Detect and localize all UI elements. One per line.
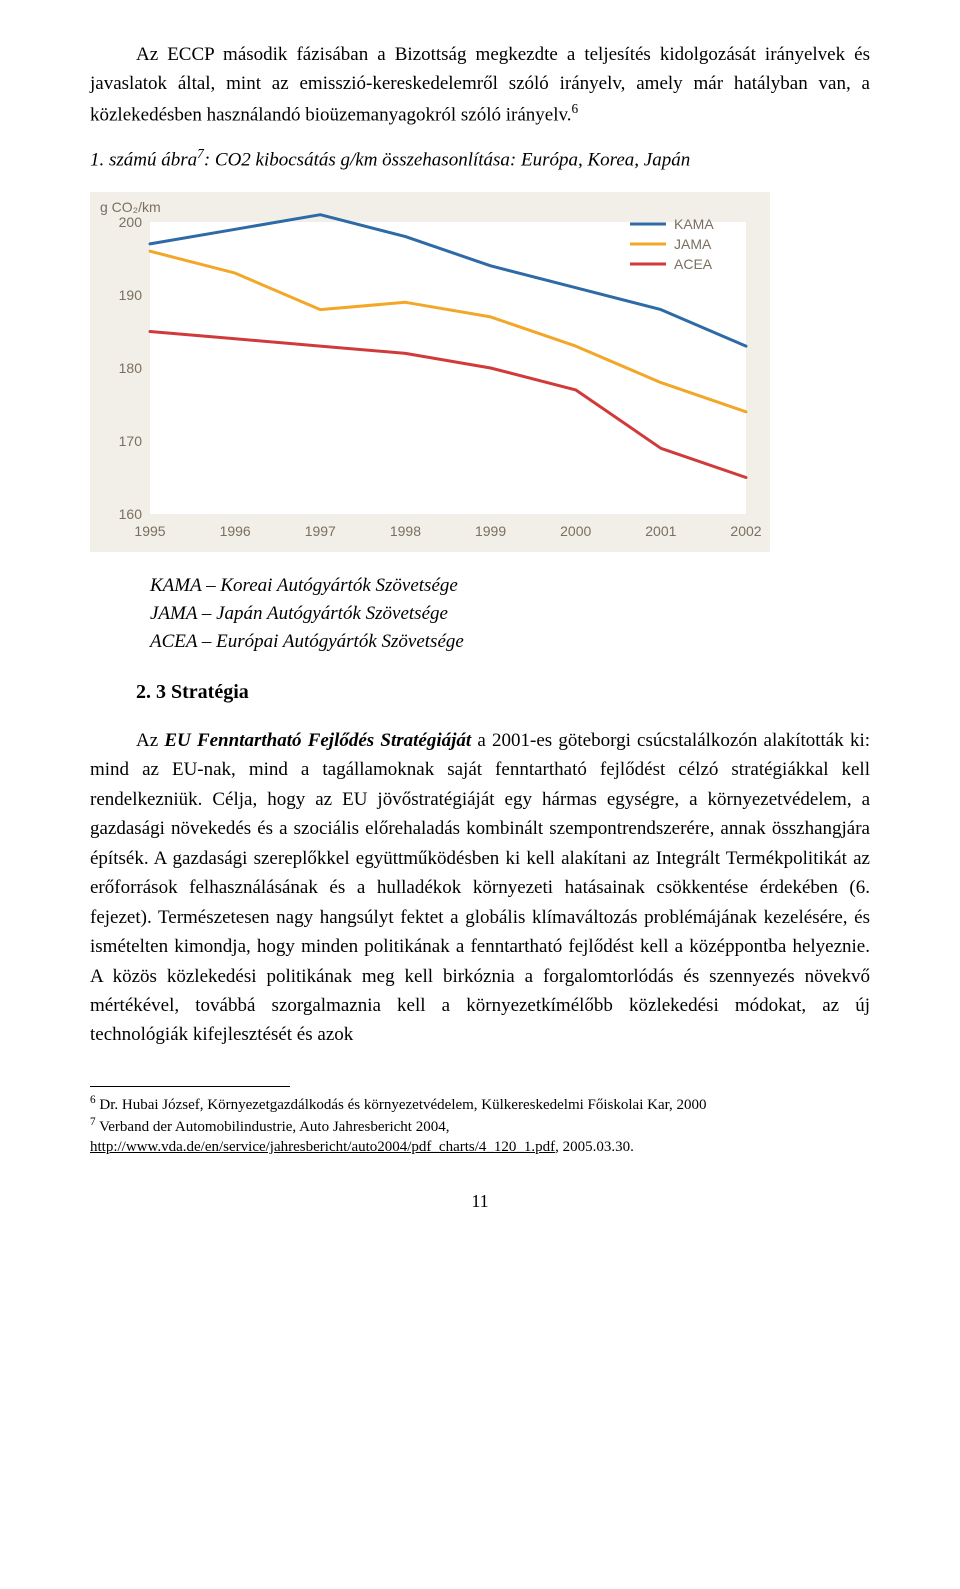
intro-paragraph: Az ECCP második fázisában a Bizottság me… — [90, 40, 870, 130]
footnote-separator — [90, 1086, 290, 1087]
footnote-7: 7 Verband der Automobilindustrie, Auto J… — [90, 1115, 870, 1158]
svg-text:190: 190 — [119, 287, 143, 303]
footnote-7-link[interactable]: http://www.vda.de/en/service/jahresberic… — [90, 1139, 555, 1155]
chart-svg: g CO₂/km 160 170 180 190 200 1995 1996 1997 1998 1… — [90, 192, 770, 552]
legend-line-kama: KAMA – Koreai Autógyártók Szövetsége — [150, 572, 870, 600]
footnote-7-suffix: , 2005.03.30. — [555, 1139, 634, 1155]
section-heading: 2. 3 Stratégia — [136, 677, 870, 708]
figure-caption: 1. számú ábra7: CO2 kibocsátás g/km össz… — [90, 144, 870, 175]
svg-text:g CO₂/km: g CO₂/km — [100, 199, 161, 215]
svg-text:1995: 1995 — [134, 523, 165, 539]
svg-text:1998: 1998 — [390, 523, 421, 539]
co2-line-chart: g CO₂/km 160 170 180 190 200 1995 1996 1997 1998 1… — [90, 192, 770, 552]
svg-text:1996: 1996 — [220, 523, 251, 539]
footnote-7-prefix: Verband der Automobilindustrie, Auto Jah… — [99, 1119, 449, 1135]
svg-text:200: 200 — [119, 214, 143, 230]
svg-text:JAMA: JAMA — [674, 236, 712, 252]
svg-text:1999: 1999 — [475, 523, 506, 539]
svg-text:180: 180 — [119, 360, 143, 376]
footnote-6: 6 Dr. Hubai József, Környezetgazdálkodás… — [90, 1093, 870, 1115]
svg-text:KAMA: KAMA — [674, 216, 714, 232]
svg-text:ACEA: ACEA — [674, 256, 713, 272]
strategy-paragraph: Az EU Fenntartható Fejlődés Stratégiáját… — [90, 726, 870, 1050]
svg-text:160: 160 — [119, 506, 143, 522]
chart-legend-text: KAMA – Koreai Autógyártók Szövetsége JAM… — [150, 572, 870, 655]
legend-line-acea: ACEA – Európai Autógyártók Szövetsége — [150, 628, 870, 656]
svg-text:170: 170 — [119, 433, 143, 449]
svg-text:1997: 1997 — [305, 523, 336, 539]
footnote-6-text: Dr. Hubai József, Környezetgazdálkodás é… — [99, 1097, 706, 1113]
footnotes-block: 6 Dr. Hubai József, Környezetgazdálkodás… — [90, 1093, 870, 1158]
page-number: 11 — [90, 1188, 870, 1216]
legend-line-jama: JAMA – Japán Autógyártók Szövetsége — [150, 600, 870, 628]
svg-text:2000: 2000 — [560, 523, 591, 539]
svg-text:2001: 2001 — [645, 523, 676, 539]
svg-text:2002: 2002 — [730, 523, 761, 539]
